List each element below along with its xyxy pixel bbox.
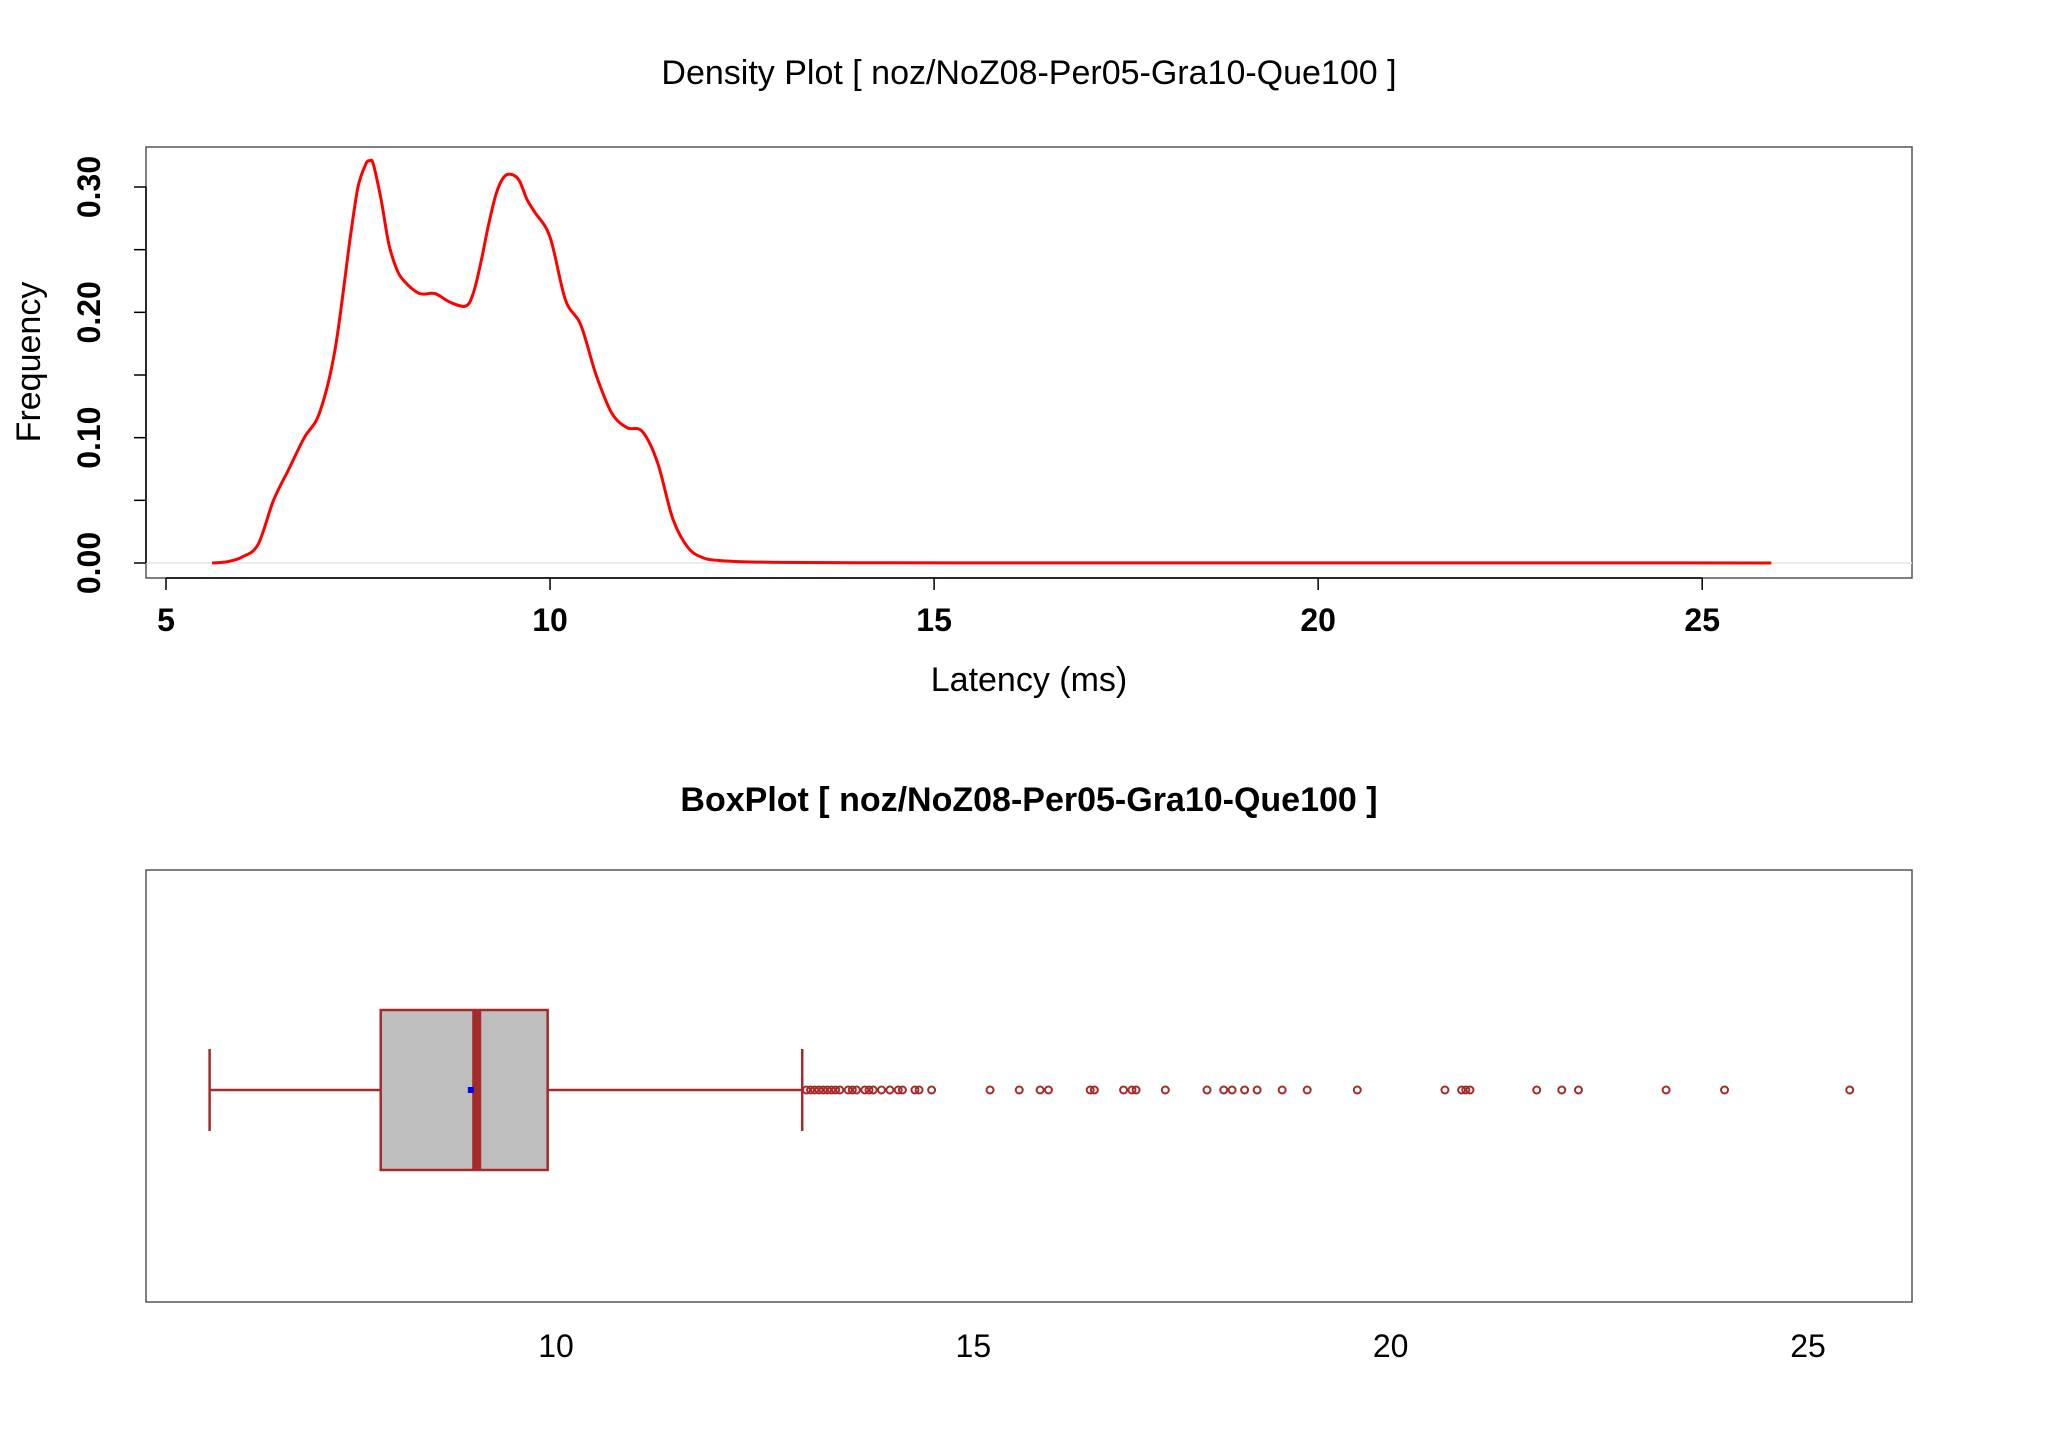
- boxplot-outlier-point: [1127, 1085, 1137, 1095]
- density-x-tick-label: 5: [157, 602, 175, 638]
- boxplot-outlier-point: [1302, 1085, 1312, 1095]
- boxplot-outlier-point: [1035, 1085, 1045, 1095]
- density-y-axis: 0.00 0.10 0.20 0.30: [71, 156, 147, 594]
- boxplot-outlier-point: [985, 1085, 995, 1095]
- boxplot-outlier-point: [1557, 1085, 1567, 1095]
- boxplot-outlier-point: [810, 1085, 820, 1095]
- density-x-tick-label: 15: [916, 602, 952, 638]
- boxplot-outlier-point: [1465, 1085, 1475, 1095]
- density-x-axis-label: Latency (ms): [931, 661, 1128, 699]
- boxplot-outlier-point: [843, 1085, 853, 1095]
- boxplot-outlier-point: [801, 1085, 811, 1095]
- boxplot-outliers: [801, 1085, 1855, 1095]
- boxplot-mean-marker: [467, 1087, 474, 1093]
- density-x-tick-label: 25: [1684, 602, 1720, 638]
- boxplot-outlier-point: [1277, 1085, 1287, 1095]
- boxplot-outlier-point: [831, 1085, 841, 1095]
- density-y-tick-label: 0.00: [71, 532, 107, 594]
- boxplot-outlier-point: [1252, 1085, 1262, 1095]
- boxplot-frame: [145, 869, 1913, 1303]
- boxplot-outlier-point: [1573, 1085, 1583, 1095]
- boxplot-outlier-point: [927, 1085, 937, 1095]
- boxplot-outlier-point: [1352, 1085, 1362, 1095]
- density-series: [211, 158, 1772, 565]
- boxplot-outlier-point: [885, 1085, 895, 1095]
- boxplot-outlier-point: [864, 1085, 874, 1095]
- boxplot-x-tick-label: 25: [1790, 1328, 1826, 1364]
- boxplot-outlier-point: [1457, 1085, 1467, 1095]
- boxplot-outlier-point: [910, 1085, 920, 1095]
- boxplot-outlier-point: [897, 1085, 907, 1095]
- boxplot-outlier-point: [1720, 1085, 1730, 1095]
- boxplot-outlier-point: [826, 1085, 836, 1095]
- density-plot-panel: Density Plot [ noz/NoZ08-Per05-Gra10-Que…: [10, 54, 1913, 699]
- boxplot-outlier-point: [835, 1085, 845, 1095]
- boxplot-outlier-point: [1661, 1085, 1671, 1095]
- boxplot-box: [379, 1008, 549, 1172]
- density-title: Density Plot [ noz/NoZ08-Per05-Gra10-Que…: [661, 54, 1396, 92]
- boxplot-outlier-point: [847, 1085, 857, 1095]
- boxplot-outlier-point: [851, 1085, 861, 1095]
- boxplot-outlier-point: [818, 1085, 828, 1095]
- boxplot-x-tick-label: 15: [956, 1328, 992, 1364]
- boxplot-outlier-point: [1014, 1085, 1024, 1095]
- boxplot-outlier-point: [1202, 1085, 1212, 1095]
- boxplot-outlier-point: [1440, 1085, 1450, 1095]
- boxplot-outlier-point: [1089, 1085, 1099, 1095]
- boxplot-outlier-point: [1219, 1085, 1229, 1095]
- density-x-axis: 5 10 15 20 25: [157, 577, 1720, 638]
- boxplot-outlier-point: [893, 1085, 903, 1095]
- density-curve: [211, 158, 1772, 565]
- boxplot-outlier-point: [1119, 1085, 1129, 1095]
- boxplot-outlier-point: [1461, 1085, 1471, 1095]
- boxplot-outlier-point: [1227, 1085, 1237, 1095]
- boxplot-outlier-point: [860, 1085, 870, 1095]
- density-x-tick-label: 20: [1300, 602, 1336, 638]
- boxplot-outlier-point: [1043, 1085, 1053, 1095]
- boxplot-outlier-point: [822, 1085, 832, 1095]
- boxplot-elements: [208, 1008, 804, 1172]
- boxplot-outlier-point: [914, 1085, 924, 1095]
- boxplot-x-tick-label: 20: [1373, 1328, 1409, 1364]
- boxplot-outlier-point: [1085, 1085, 1095, 1095]
- density-y-tick-label: 0.20: [71, 281, 107, 343]
- boxplot-outlier-point: [1131, 1085, 1141, 1095]
- boxplot-title: BoxPlot [ noz/NoZ08-Per05-Gra10-Que100 ]: [680, 781, 1377, 819]
- density-y-tick-label: 0.10: [71, 407, 107, 469]
- box-plot-panel: BoxPlot [ noz/NoZ08-Per05-Gra10-Que100 ]…: [145, 781, 1913, 1364]
- density-y-tick-label: 0.30: [71, 156, 107, 218]
- boxplot-outlier-point: [1160, 1085, 1170, 1095]
- boxplot-outlier-point: [1845, 1085, 1855, 1095]
- boxplot-outlier-point: [868, 1085, 878, 1095]
- boxplot-outlier-point: [1240, 1085, 1250, 1095]
- boxplot-outlier-point: [1532, 1085, 1542, 1095]
- boxplot-outlier-point: [814, 1085, 824, 1095]
- boxplot-outlier-point: [806, 1085, 816, 1095]
- boxplot-x-tick-label: 10: [538, 1328, 574, 1364]
- boxplot-outlier-point: [877, 1085, 887, 1095]
- boxplot-x-axis: 10 15 20 25: [538, 1328, 1826, 1364]
- density-x-tick-label: 10: [532, 602, 568, 638]
- density-y-axis-label: Frequency: [10, 282, 48, 443]
